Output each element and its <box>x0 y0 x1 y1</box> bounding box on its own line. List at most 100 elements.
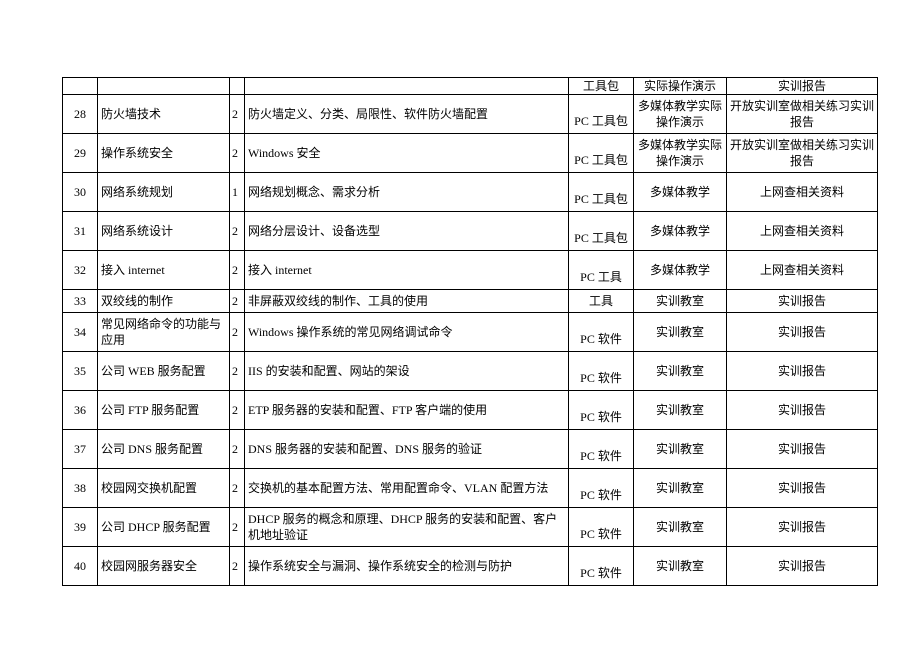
cell-content: 网络规划概念、需求分析 <box>245 173 569 212</box>
cell-content: 非屏蔽双绞线的制作、工具的使用 <box>245 290 569 313</box>
cell-num: 29 <box>63 134 98 173</box>
table-body: 工具包 实际操作演示 实训报告 28防火墙技术2防火墙定义、分类、局限性、软件防… <box>63 78 878 586</box>
cell-tool: PC 软件 <box>569 469 634 508</box>
cell-topic: 公司 WEB 服务配置 <box>98 352 230 391</box>
cell-method: 实训教室 <box>634 469 727 508</box>
table-row: 40校园网服务器安全2操作系统安全与漏洞、操作系统安全的检测与防护PC 软件实训… <box>63 547 878 586</box>
cell-hrs: 2 <box>230 430 245 469</box>
cell-num: 37 <box>63 430 98 469</box>
cell-method: 实训教室 <box>634 430 727 469</box>
cell-content: 操作系统安全与漏洞、操作系统安全的检测与防护 <box>245 547 569 586</box>
cell-topic: 公司 DHCP 服务配置 <box>98 508 230 547</box>
cell-method: 多媒体教学实际操作演示 <box>634 134 727 173</box>
cell-report: 实训报告 <box>727 313 878 352</box>
cell-report: 实训报告 <box>727 430 878 469</box>
cell-tool: PC 工具包 <box>569 95 634 134</box>
cell-method: 实训教室 <box>634 290 727 313</box>
header-method: 实际操作演示 <box>634 78 727 95</box>
cell-content: 交换机的基本配置方法、常用配置命令、VLAN 配置方法 <box>245 469 569 508</box>
cell-num: 31 <box>63 212 98 251</box>
cell-num: 40 <box>63 547 98 586</box>
cell-topic: 校园网交换机配置 <box>98 469 230 508</box>
cell-report: 开放实训室做相关练习实训报告 <box>727 134 878 173</box>
cell-report: 实训报告 <box>727 508 878 547</box>
cell-report: 上网查相关资料 <box>727 173 878 212</box>
cell-content: ETP 服务器的安装和配置、FTP 客户端的使用 <box>245 391 569 430</box>
cell-report: 实训报告 <box>727 290 878 313</box>
cell-method: 实训教室 <box>634 508 727 547</box>
cell-num: 35 <box>63 352 98 391</box>
cell-topic: 防火墙技术 <box>98 95 230 134</box>
cell-hrs: 2 <box>230 290 245 313</box>
cell-hrs: 2 <box>230 469 245 508</box>
cell-topic: 接入 internet <box>98 251 230 290</box>
course-table: 工具包 实际操作演示 实训报告 28防火墙技术2防火墙定义、分类、局限性、软件防… <box>62 77 878 586</box>
cell-num: 32 <box>63 251 98 290</box>
table-row: 30网络系统规划1网络规划概念、需求分析PC 工具包多媒体教学上网查相关资料 <box>63 173 878 212</box>
cell-method: 多媒体教学 <box>634 212 727 251</box>
cell-num: 28 <box>63 95 98 134</box>
cell-topic: 校园网服务器安全 <box>98 547 230 586</box>
table-row: 31网络系统设计2网络分层设计、设备选型PC 工具包多媒体教学上网查相关资料 <box>63 212 878 251</box>
table-row: 32接入 internet2接入 internetPC 工具多媒体教学上网查相关… <box>63 251 878 290</box>
header-content <box>245 78 569 95</box>
cell-tool: PC 软件 <box>569 391 634 430</box>
header-topic <box>98 78 230 95</box>
cell-method: 实训教室 <box>634 352 727 391</box>
cell-topic: 公司 DNS 服务配置 <box>98 430 230 469</box>
cell-tool: PC 软件 <box>569 313 634 352</box>
cell-hrs: 2 <box>230 95 245 134</box>
table-row: 38校园网交换机配置2交换机的基本配置方法、常用配置命令、VLAN 配置方法PC… <box>63 469 878 508</box>
cell-hrs: 2 <box>230 313 245 352</box>
cell-hrs: 2 <box>230 212 245 251</box>
cell-topic: 操作系统安全 <box>98 134 230 173</box>
cell-method: 多媒体教学实际操作演示 <box>634 95 727 134</box>
cell-num: 36 <box>63 391 98 430</box>
cell-topic: 公司 FTP 服务配置 <box>98 391 230 430</box>
cell-method: 实训教室 <box>634 391 727 430</box>
cell-tool: PC 工具 <box>569 251 634 290</box>
cell-report: 上网查相关资料 <box>727 251 878 290</box>
header-num <box>63 78 98 95</box>
cell-method: 实训教室 <box>634 313 727 352</box>
cell-tool: PC 软件 <box>569 547 634 586</box>
table-row: 34常见网络命令的功能与应用2Windows 操作系统的常见网络调试命令PC 软… <box>63 313 878 352</box>
header-report: 实训报告 <box>727 78 878 95</box>
cell-tool: PC 软件 <box>569 430 634 469</box>
cell-hrs: 1 <box>230 173 245 212</box>
table-row: 39公司 DHCP 服务配置2DHCP 服务的概念和原理、DHCP 服务的安装和… <box>63 508 878 547</box>
cell-content: DNS 服务器的安装和配置、DNS 服务的验证 <box>245 430 569 469</box>
cell-hrs: 2 <box>230 352 245 391</box>
cell-report: 上网查相关资料 <box>727 212 878 251</box>
cell-content: DHCP 服务的概念和原理、DHCP 服务的安装和配置、客户机地址验证 <box>245 508 569 547</box>
cell-method: 多媒体教学 <box>634 173 727 212</box>
cell-num: 30 <box>63 173 98 212</box>
cell-report: 开放实训室做相关练习实训报告 <box>727 95 878 134</box>
table-row: 36公司 FTP 服务配置2ETP 服务器的安装和配置、FTP 客户端的使用PC… <box>63 391 878 430</box>
cell-topic: 网络系统设计 <box>98 212 230 251</box>
cell-tool: PC 软件 <box>569 508 634 547</box>
cell-method: 实训教室 <box>634 547 727 586</box>
cell-report: 实训报告 <box>727 469 878 508</box>
cell-hrs: 2 <box>230 508 245 547</box>
table-row: 35公司 WEB 服务配置2IIS 的安装和配置、网站的架设PC 软件实训教室实… <box>63 352 878 391</box>
cell-report: 实训报告 <box>727 391 878 430</box>
cell-tool: PC 工具包 <box>569 173 634 212</box>
cell-content: 防火墙定义、分类、局限性、软件防火墙配置 <box>245 95 569 134</box>
cell-topic: 常见网络命令的功能与应用 <box>98 313 230 352</box>
cell-tool: PC 软件 <box>569 352 634 391</box>
header-hrs <box>230 78 245 95</box>
cell-content: Windows 操作系统的常见网络调试命令 <box>245 313 569 352</box>
cell-report: 实训报告 <box>727 352 878 391</box>
table-row: 37公司 DNS 服务配置2DNS 服务器的安装和配置、DNS 服务的验证PC … <box>63 430 878 469</box>
table-header-row: 工具包 实际操作演示 实训报告 <box>63 78 878 95</box>
cell-num: 39 <box>63 508 98 547</box>
table-row: 28防火墙技术2防火墙定义、分类、局限性、软件防火墙配置PC 工具包多媒体教学实… <box>63 95 878 134</box>
cell-content: Windows 安全 <box>245 134 569 173</box>
table-row: 29操作系统安全2Windows 安全PC 工具包多媒体教学实际操作演示开放实训… <box>63 134 878 173</box>
cell-report: 实训报告 <box>727 547 878 586</box>
cell-hrs: 2 <box>230 391 245 430</box>
cell-hrs: 2 <box>230 134 245 173</box>
cell-tool: PC 工具包 <box>569 212 634 251</box>
cell-method: 多媒体教学 <box>634 251 727 290</box>
